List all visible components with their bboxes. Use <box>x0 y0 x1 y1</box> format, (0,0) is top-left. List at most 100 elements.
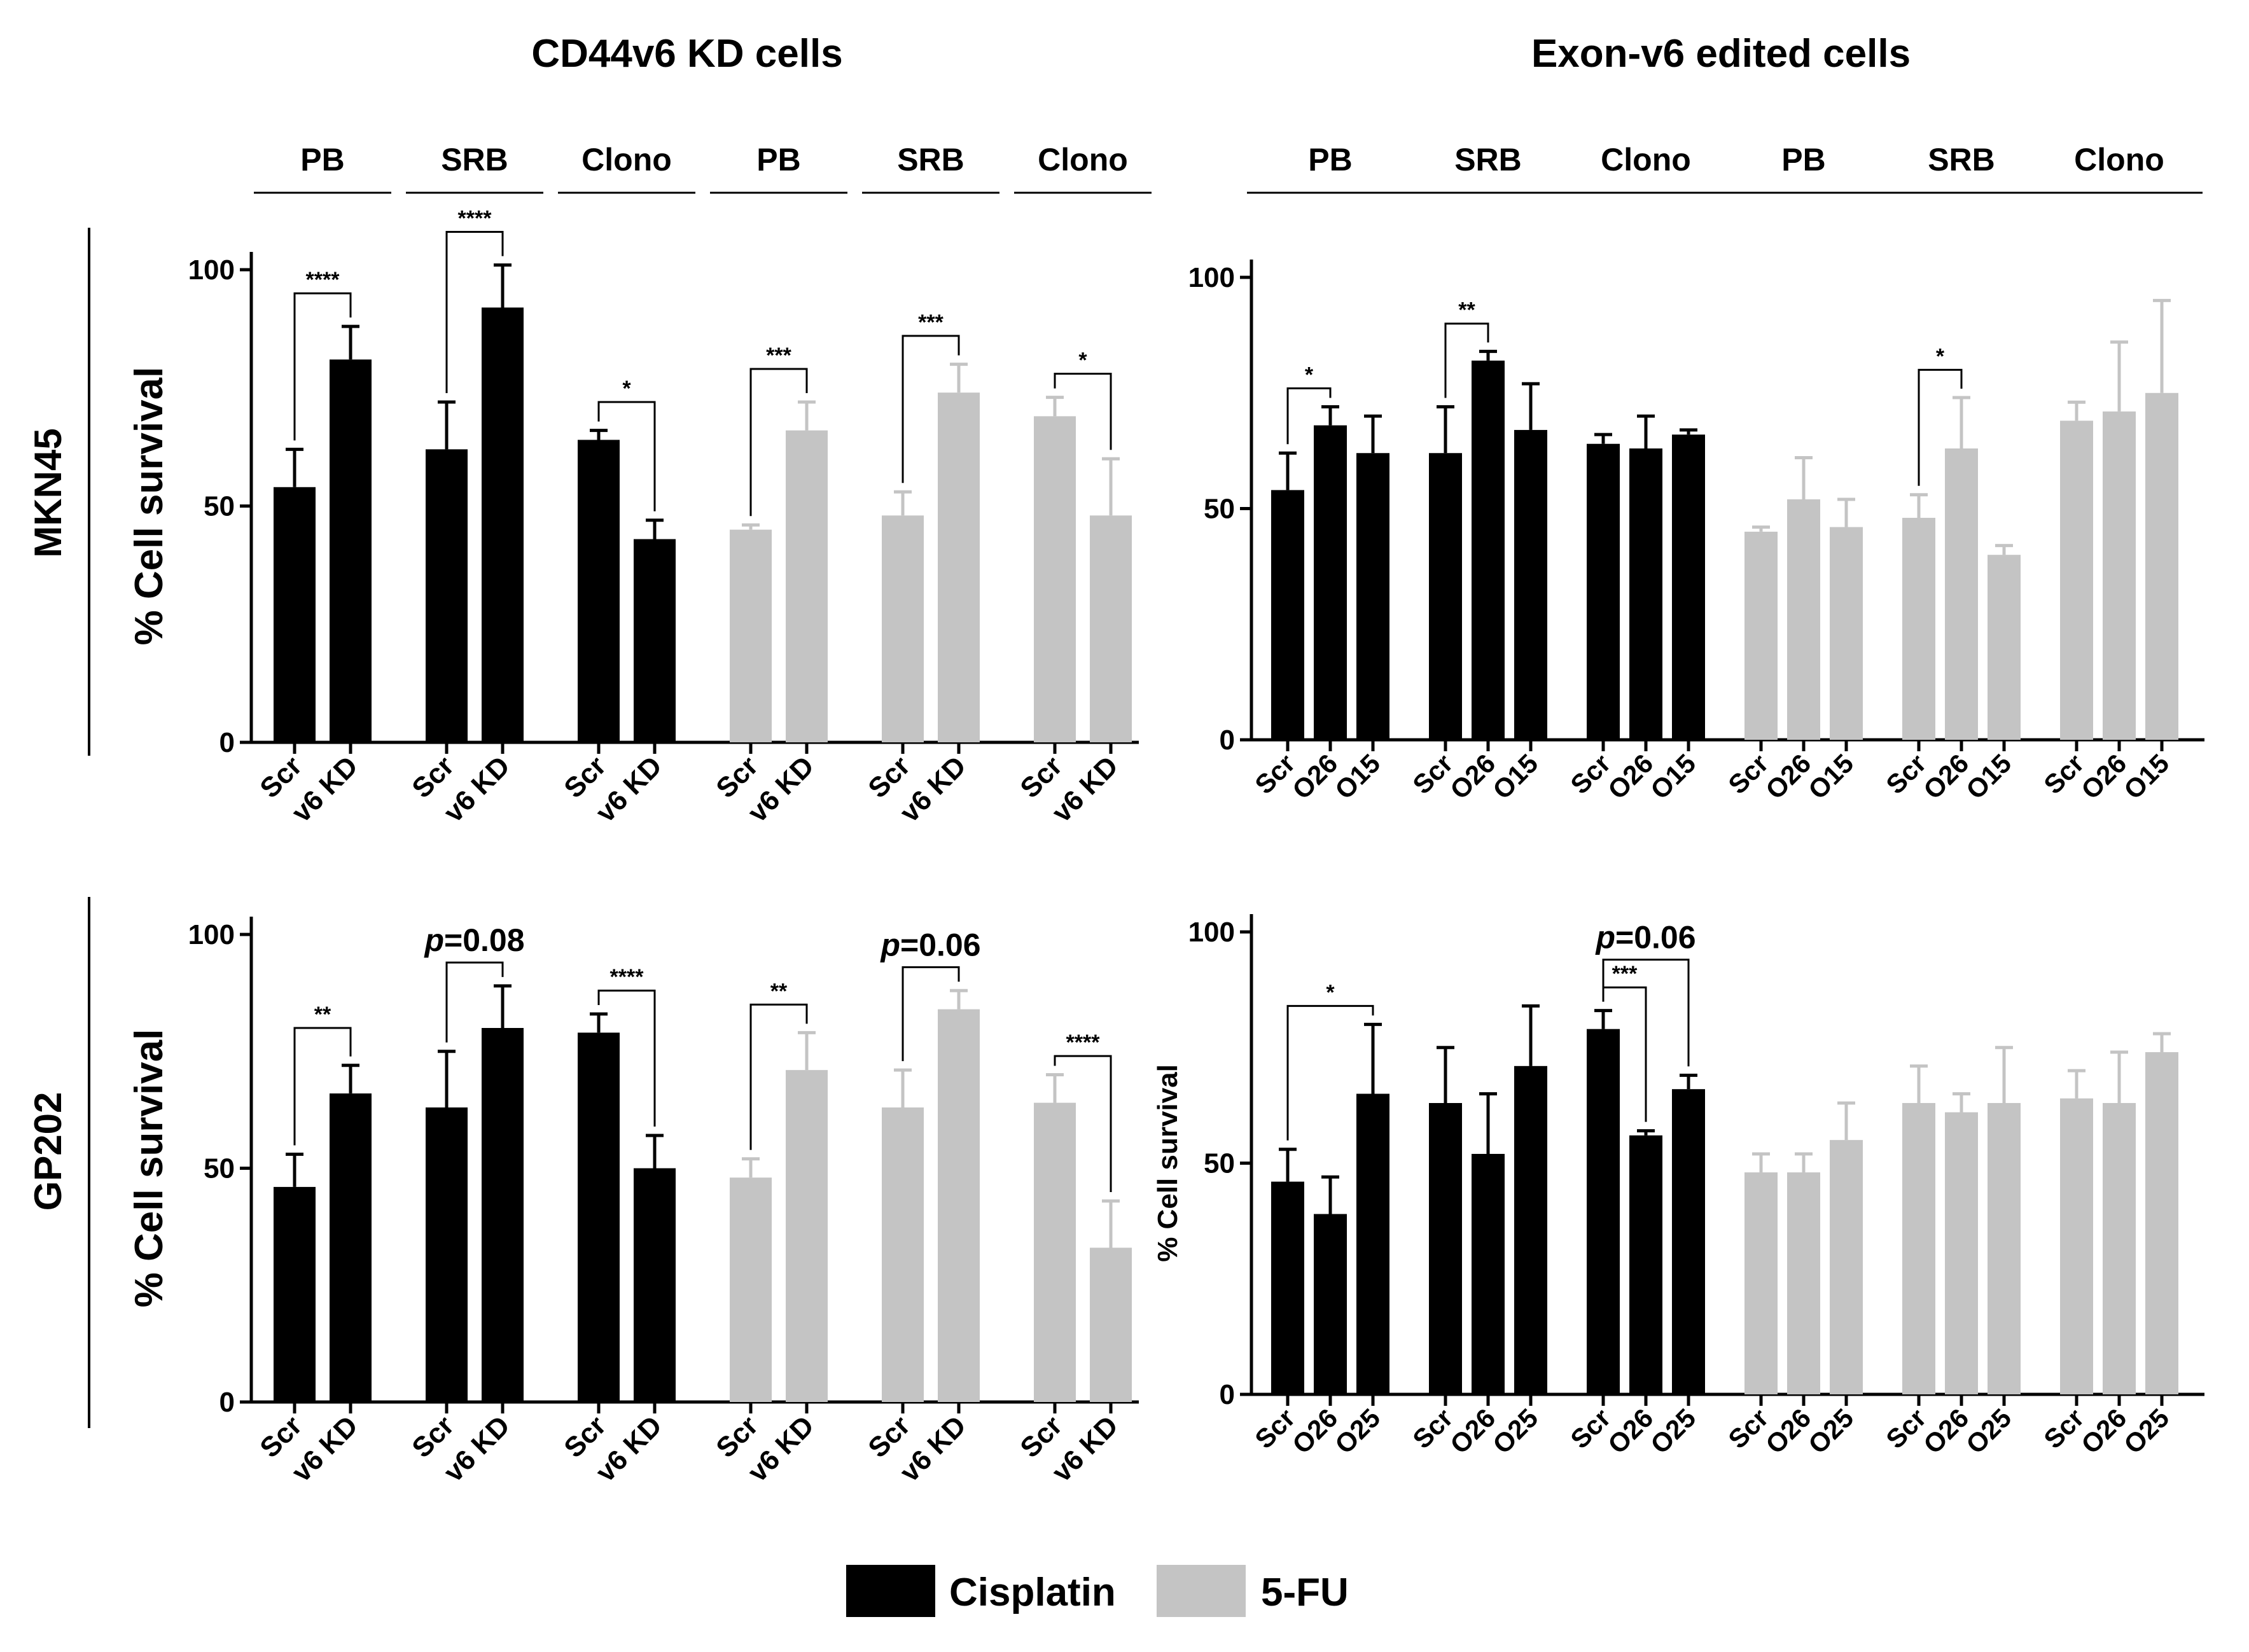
bar <box>1314 425 1347 740</box>
y-tick-label: 50 <box>1204 1148 1235 1179</box>
bar <box>330 1093 372 1402</box>
row-label-gp202: GP202 <box>27 1092 69 1211</box>
p-value: =0.06 <box>900 927 981 962</box>
y-axis-label: % Cell survival <box>127 1029 171 1308</box>
significance-bracket <box>1602 959 1690 1067</box>
bar <box>1271 1181 1304 1394</box>
bar <box>1945 1112 1978 1394</box>
bar <box>1514 1065 1547 1394</box>
p-value: =0.06 <box>1615 920 1696 955</box>
legend-label-5fu: 5-FU <box>1261 1571 1349 1614</box>
bar <box>1090 1247 1132 1402</box>
bar <box>1988 555 2021 740</box>
bar <box>1587 1029 1620 1394</box>
significance-bracket <box>902 966 960 1062</box>
bar <box>1787 499 1820 740</box>
y-tick-label: 0 <box>219 1387 235 1418</box>
p-value: =0.08 <box>444 922 525 958</box>
bar <box>482 307 524 742</box>
bar <box>482 1028 524 1402</box>
bar <box>1090 515 1132 742</box>
row-label-mkn45: MKN45 <box>27 428 69 557</box>
significance-bracket <box>1286 387 1332 445</box>
bar <box>2103 411 2136 740</box>
significance-label: **** <box>610 965 644 989</box>
p-symbol: p <box>879 927 900 962</box>
bar <box>1429 453 1462 740</box>
significance-label: ** <box>770 979 788 1003</box>
bar <box>1587 443 1620 740</box>
bar <box>882 515 924 742</box>
bar <box>274 1186 316 1402</box>
group-header-label: PB <box>1308 142 1352 177</box>
significance-label: * <box>622 377 631 401</box>
significance-bracket <box>445 231 504 394</box>
bar <box>938 392 980 742</box>
y-tick-label: 100 <box>188 919 235 950</box>
significance-bracket <box>445 961 504 1043</box>
significance-bracket <box>749 368 808 517</box>
significance-label: *** <box>1612 962 1638 986</box>
bar <box>1787 1172 1820 1394</box>
bar <box>2103 1102 2136 1394</box>
group-header-label: PB <box>756 142 800 177</box>
y-axis-label: % Cell survival <box>127 367 171 646</box>
bar <box>882 1107 924 1402</box>
significance-bracket <box>902 335 960 483</box>
bar <box>1314 1214 1347 1394</box>
group-header-label: Clono <box>2074 142 2164 177</box>
header-cd44v6-kd: CD44v6 KD cells <box>531 32 842 76</box>
significance-label: *** <box>766 344 791 368</box>
bar <box>2060 1098 2093 1394</box>
bar <box>1034 1102 1076 1402</box>
bar <box>634 539 676 742</box>
significance-label: *** <box>918 310 943 335</box>
legend: Cisplatin 5-FU <box>846 1565 1349 1617</box>
y-axis-label: % Cell survival <box>1152 1064 1183 1262</box>
significance-bracket <box>1286 1004 1374 1141</box>
bar <box>330 359 372 742</box>
group-header-label: SRB <box>1454 142 1522 177</box>
group-header-label: Clono <box>1038 142 1128 177</box>
bar <box>786 1070 828 1402</box>
group-header-label: SRB <box>1928 142 1995 177</box>
bar <box>274 487 316 742</box>
bar <box>1672 434 1705 740</box>
p-symbol: p <box>1594 920 1615 955</box>
y-tick-label: 50 <box>204 491 235 522</box>
bar <box>1945 448 1978 740</box>
bar <box>938 1009 980 1402</box>
significance-label: ** <box>314 1003 331 1027</box>
significance-label: * <box>1305 363 1314 387</box>
significance-bracket <box>1054 1055 1112 1192</box>
group-header-label: PB <box>300 142 344 177</box>
bar <box>1472 360 1505 740</box>
bar <box>1034 416 1076 742</box>
bar <box>1629 1135 1662 1394</box>
bar <box>730 1177 772 1402</box>
y-tick-label: 50 <box>1204 494 1235 525</box>
y-tick-label: 100 <box>188 254 235 286</box>
y-tick-label: 0 <box>1220 725 1235 756</box>
y-tick-label: 0 <box>1220 1379 1235 1410</box>
significance-bracket <box>293 292 352 441</box>
bar <box>2060 420 2093 740</box>
significance-label: **** <box>1066 1031 1101 1055</box>
header-exon-v6-edited: Exon-v6 edited cells <box>1531 32 1911 76</box>
bar <box>426 1107 468 1402</box>
significance-label: p=0.08 <box>423 922 524 958</box>
bar <box>1472 1153 1505 1394</box>
significance-label: **** <box>458 207 492 231</box>
bar <box>1429 1102 1462 1394</box>
group-header-label: Clono <box>1601 142 1691 177</box>
bar <box>1988 1102 2021 1394</box>
significance-bracket <box>1444 323 1489 398</box>
legend-label-cisplatin: Cisplatin <box>949 1571 1116 1614</box>
bar <box>1514 429 1547 740</box>
bar <box>1672 1089 1705 1394</box>
significance-label: ** <box>1458 298 1475 323</box>
group-header-label: Clono <box>581 142 672 177</box>
bar <box>730 529 772 742</box>
bar <box>634 1168 676 1402</box>
